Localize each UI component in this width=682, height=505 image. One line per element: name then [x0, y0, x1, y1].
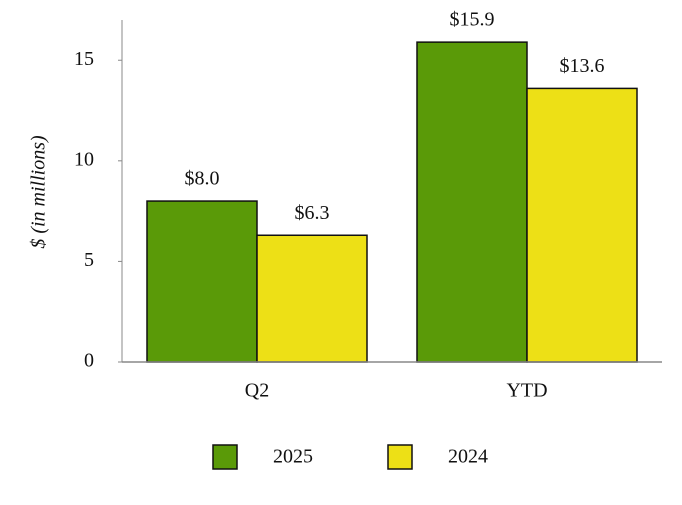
- x-tick-label: Q2: [245, 380, 269, 402]
- bar: [416, 41, 528, 363]
- y-tick-label: 10: [74, 148, 94, 170]
- y-tick-label: 0: [84, 350, 94, 372]
- value-label: $13.6: [560, 55, 605, 77]
- bar: [146, 200, 258, 363]
- x-tick-label: YTD: [506, 380, 547, 402]
- y-tick-label: 5: [84, 249, 94, 271]
- value-label: $15.9: [450, 9, 495, 31]
- y-axis-label: $ (in millions): [28, 135, 50, 249]
- y-tick-label: 15: [74, 48, 94, 70]
- legend-swatch: [387, 444, 413, 470]
- legend-label: 2024: [448, 446, 488, 468]
- bar: [256, 234, 368, 363]
- legend-label: 2025: [273, 446, 313, 468]
- legend-swatch: [212, 444, 238, 470]
- bar: [526, 87, 638, 363]
- value-label: $8.0: [185, 168, 220, 190]
- value-label: $6.3: [295, 202, 330, 224]
